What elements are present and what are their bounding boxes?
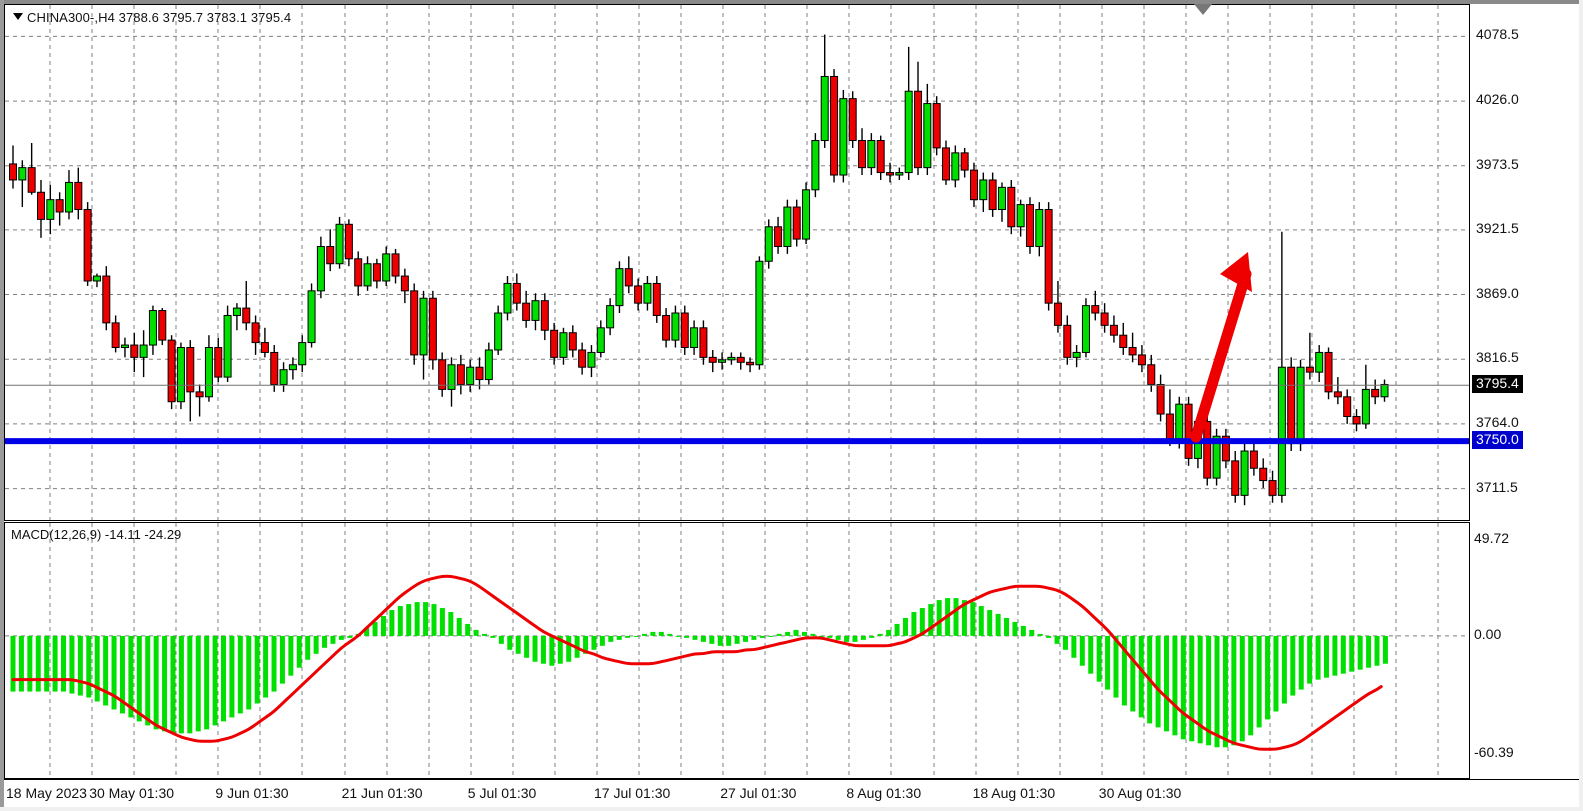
bullish-arrow-annotation (1190, 252, 1252, 443)
price-axis-tick: 3764.0 (1476, 413, 1519, 430)
price-axis-tick: 3973.5 (1476, 155, 1519, 172)
time-axis-label: 30 Aug 01:30 (1098, 785, 1182, 801)
chart-collapse-icon[interactable] (13, 13, 23, 20)
macd-axis-tick: -60.39 (1474, 744, 1514, 760)
time-axis-label: 9 Jun 01:30 (215, 785, 289, 801)
time-axis[interactable]: 18 May 2023 30 May 01:30 9 Jun 01:30 21 Jun… (4, 779, 1579, 807)
price-chart-panel[interactable]: CHINA300-,H4 3788.6 3795.7 3783.1 3795.4 (4, 4, 1470, 521)
price-plot-area[interactable] (5, 5, 1469, 520)
time-axis-label: 17 Jul 01:30 (594, 785, 671, 801)
price-axis-tick: 4026.0 (1476, 91, 1519, 108)
macd-indicator-panel[interactable]: MACD(12,26,9) -14.11 -24.29 (4, 522, 1470, 779)
time-axis-label: 30 May 01:30 (89, 785, 175, 801)
time-axis-label: 18 Aug 01:30 (972, 785, 1056, 801)
time-axis-label: 21 Jun 01:30 (341, 785, 423, 801)
price-axis-tick: 3711.5 (1476, 478, 1518, 495)
price-candlestick-svg (5, 5, 1469, 520)
time-axis-label: 5 Jul 01:30 (467, 785, 537, 801)
window-border-right (1579, 0, 1583, 811)
price-axis-tick: 3816.5 (1476, 349, 1519, 366)
price-axis-tick: 3921.5 (1476, 219, 1519, 236)
window-border-bottom (0, 807, 1583, 811)
macd-plot-area[interactable] (5, 523, 1469, 778)
chart-scroll-marker-icon[interactable] (1194, 4, 1212, 15)
macd-indicator-svg (5, 523, 1469, 778)
window-border-top (0, 0, 1583, 4)
window-border-left (0, 0, 4, 811)
macd-axis-tick: 0.00 (1474, 625, 1502, 642)
time-axis-label: 18 May 2023 (6, 785, 87, 801)
macd-label: MACD(12,26,9) -14.11 -24.29 (11, 527, 182, 542)
symbol-ohlc-label: CHINA300-,H4 3788.6 3795.7 3783.1 3795.4 (13, 10, 291, 25)
time-axis-label: 8 Aug 01:30 (846, 785, 922, 801)
last-price-badge: 3795.4 (1472, 375, 1523, 394)
price-axis-tick: 4078.5 (1476, 26, 1519, 43)
price-axis[interactable]: 4078.5 4026.0 3973.5 3921.5 3869.0 3816.5 3764… (1470, 4, 1579, 521)
level-price-badge[interactable]: 3750.0 (1472, 431, 1523, 450)
symbol-ohlc-text: CHINA300-,H4 3788.6 3795.7 3783.1 3795.4 (27, 10, 292, 25)
time-axis-label: 27 Jul 01:30 (720, 785, 797, 801)
macd-axis[interactable]: 49.72 0.00 -60.39 (1470, 522, 1579, 779)
macd-axis-tick: 49.72 (1474, 530, 1510, 546)
price-axis-tick: 3869.0 (1476, 284, 1519, 301)
